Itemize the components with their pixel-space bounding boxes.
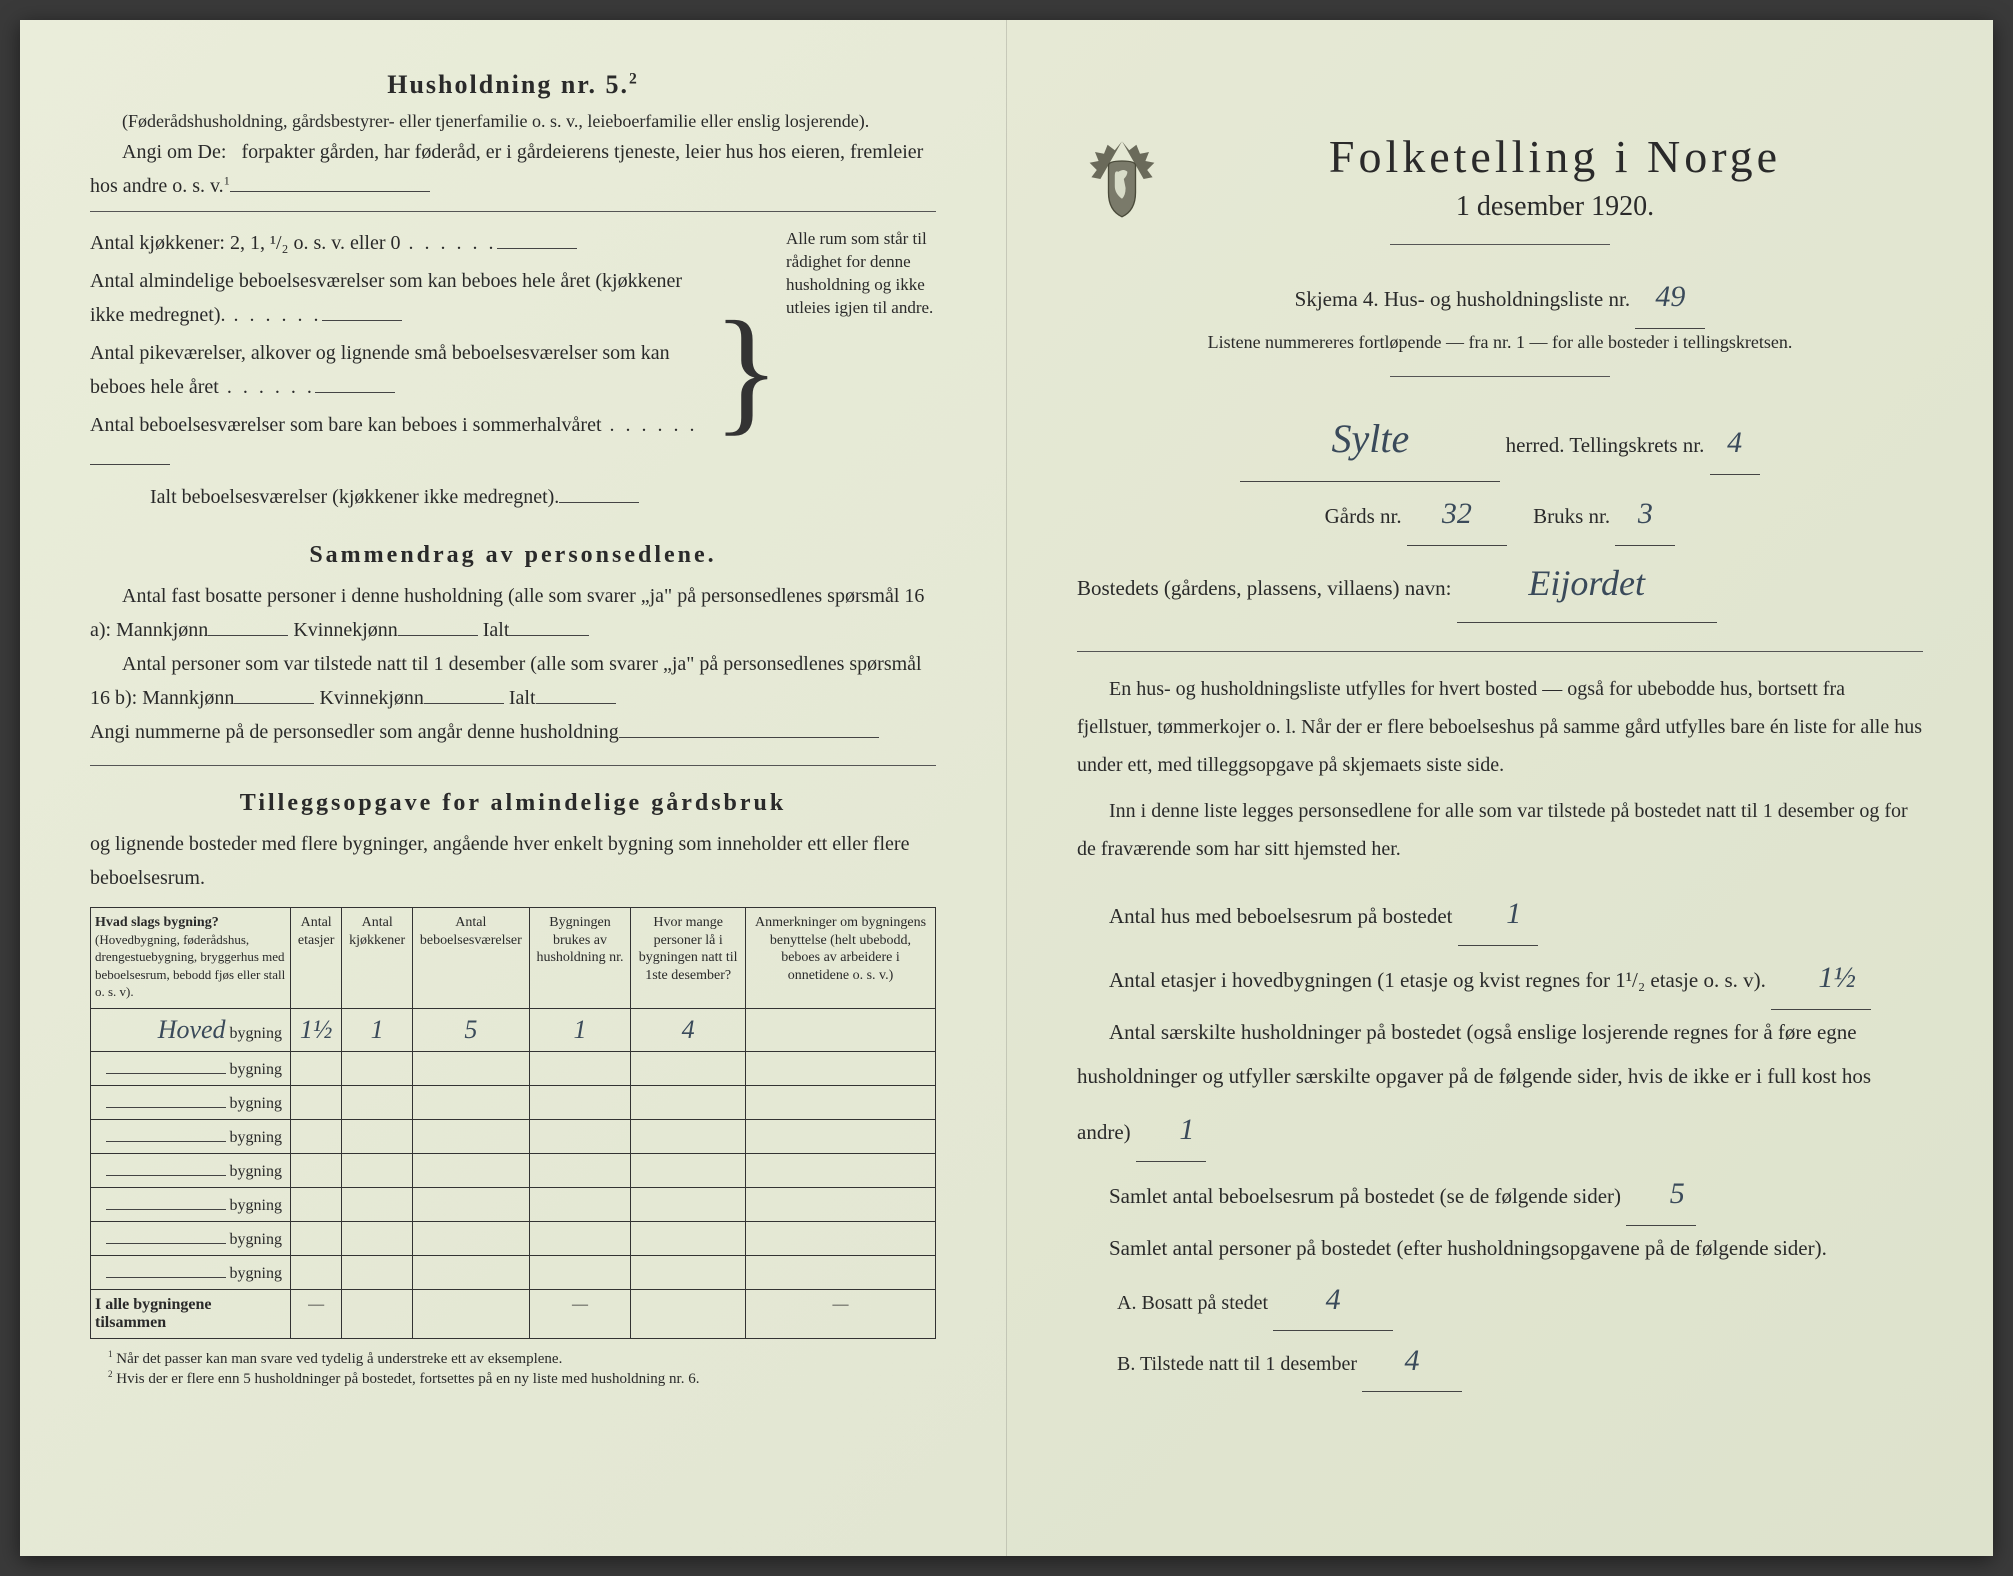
table-row: bygning <box>91 1153 936 1187</box>
para2: Angi om De: forpakter gården, har føderå… <box>90 135 936 203</box>
q3-value: 1 <box>1136 1098 1206 1162</box>
row1-name: Hoved <box>158 1015 226 1044</box>
q1-value: 1 <box>1458 882 1538 946</box>
tillegg-sub: og lignende bosteder med flere bygninger… <box>90 827 936 895</box>
room-line-1: Antal almindelige beboelsesværelser som … <box>90 264 707 332</box>
th-etasjer: Antal etasjer <box>291 908 342 1009</box>
cell: 1½ <box>291 1008 342 1051</box>
instruction-p2: Inn i denne liste legges personsedlene f… <box>1077 792 1923 868</box>
blank-field <box>398 616 478 636</box>
document-spread: Husholdning nr. 5.2 (Føderådshusholdning… <box>20 20 1993 1556</box>
table-row: bygning <box>91 1085 936 1119</box>
cell: 1 <box>529 1008 631 1051</box>
bruks-nr: 3 <box>1615 482 1675 546</box>
bosted-line: Bostedets (gårdens, plassens, villaens) … <box>1077 546 1923 623</box>
blank-field <box>424 684 504 704</box>
room-brace-group: Antal kjøkkener: 2, 1, ¹/₂ o. s. v. elle… <box>90 222 936 518</box>
sammendrag-heading: Sammendrag av personsedlene. <box>90 542 936 569</box>
brace-icon: } <box>707 311 786 430</box>
divider <box>90 765 936 766</box>
room-line-total: Ialt beboelsesværelser (kjøkkener ikke m… <box>90 480 707 514</box>
qa-value: 4 <box>1273 1270 1393 1331</box>
brace-caption: Alle rum som står til rådighet for denne… <box>786 222 936 518</box>
blank-field <box>559 483 639 503</box>
bosted-value: Eijordet <box>1457 546 1717 623</box>
summary-3: Angi nummerne på de personsedler som ang… <box>90 715 936 749</box>
blank-field <box>497 229 577 249</box>
room-lines: Antal kjøkkener: 2, 1, ¹/₂ o. s. v. elle… <box>90 222 707 518</box>
herred-line: Sylte herred. Tellingskrets nr. 4 <box>1077 397 1923 482</box>
summary-2: Antal personer som var tilstede natt til… <box>90 647 936 715</box>
footnotes: 1 Når det passer kan man svare ved tydel… <box>90 1349 936 1390</box>
room-line-2: Antal pikeværelser, alkover og lignende … <box>90 336 707 404</box>
table-head: Hvad slags bygning?(Hovedbygning, føderå… <box>91 908 936 1009</box>
heading-sup: 2 <box>629 70 639 87</box>
household-heading: Husholdning nr. 5.2 <box>90 70 936 100</box>
main-title: Folketelling i Norge <box>1077 130 1923 183</box>
blank-field <box>234 684 314 704</box>
divider <box>90 211 936 212</box>
herred-value: Sylte <box>1240 397 1500 482</box>
heading-text: Husholdning nr. 5. <box>387 70 629 99</box>
blank-field <box>509 616 589 636</box>
blank-field <box>230 172 430 192</box>
th-type: Hvad slags bygning?(Hovedbygning, føderå… <box>91 908 291 1009</box>
divider <box>1390 376 1610 377</box>
blank-field <box>619 718 879 738</box>
th-bebo: Antal beboelsesværelser <box>413 908 530 1009</box>
qb-value: 4 <box>1362 1331 1462 1392</box>
cell: 1 <box>342 1008 413 1051</box>
right-page: Folketelling i Norge 1 desember 1920. Sk… <box>1007 20 1993 1556</box>
para2-lead: Angi om De: <box>122 141 226 163</box>
table-row: bygning <box>91 1187 936 1221</box>
blank-field <box>90 445 170 465</box>
table-row: Hoved bygning 1½ 1 5 1 4 <box>91 1008 936 1051</box>
table-row-total: I alle bygningene tilsammen ——— <box>91 1289 936 1338</box>
sub-title: 1 desember 1920. <box>1077 191 1923 223</box>
instruction-p1: En hus- og husholdningsliste utfylles fo… <box>1077 670 1923 784</box>
para1: (Føderådshusholdning, gårdsbestyrer- ell… <box>90 108 936 135</box>
table-row: bygning <box>91 1255 936 1289</box>
q4: Samlet antal beboelsesrum på bostedet (s… <box>1077 1162 1923 1226</box>
table-row: bygning <box>91 1221 936 1255</box>
building-table: Hvad slags bygning?(Hovedbygning, føderå… <box>90 907 936 1339</box>
table-body: Hoved bygning 1½ 1 5 1 4 bygning bygning… <box>91 1008 936 1338</box>
th-hushold: Bygningen brukes av husholdning nr. <box>529 908 631 1009</box>
title-block: Folketelling i Norge 1 desember 1920. <box>1077 130 1923 223</box>
blank-field <box>208 616 288 636</box>
cell: 4 <box>631 1008 746 1051</box>
table-row: bygning <box>91 1051 936 1085</box>
blank-field <box>322 301 402 321</box>
q5: Samlet antal personer på bostedet (efter… <box>1077 1226 1923 1270</box>
listene-note: Listene nummereres fortløpende — fra nr.… <box>1077 329 1923 356</box>
q2-value: 1½ <box>1771 946 1871 1010</box>
th-kjokken: Antal kjøkkener <box>342 908 413 1009</box>
divider <box>1390 244 1610 245</box>
summary-1: Antal fast bosatte personer i denne hush… <box>90 579 936 647</box>
skjema-nr: 49 <box>1635 265 1705 329</box>
skjema-line: Skjema 4. Hus- og husholdningsliste nr. … <box>1077 265 1923 329</box>
qa: A. Bosatt på stedet 4 <box>1117 1270 1923 1331</box>
coat-of-arms-icon <box>1077 134 1167 224</box>
room-line-3: Antal beboelsesværelser som bare kan beb… <box>90 408 707 476</box>
q4-value: 5 <box>1626 1162 1696 1226</box>
left-page: Husholdning nr. 5.2 (Føderådshusholdning… <box>20 20 1007 1556</box>
qb: B. Tilstede natt til 1 desember 4 <box>1117 1331 1923 1392</box>
blank-field <box>536 684 616 704</box>
krets-nr: 4 <box>1710 411 1760 475</box>
tillegg-heading: Tilleggsopgave for almindelige gårdsbruk <box>90 790 936 817</box>
gaard-line: Gårds nr. 32 Bruks nr. 3 <box>1077 482 1923 546</box>
blank-field <box>315 373 395 393</box>
th-anm: Anmerkninger om bygningens benyttelse (h… <box>746 908 936 1009</box>
cell <box>746 1008 936 1051</box>
q3: Antal særskilte husholdninger på bostede… <box>1077 1010 1923 1162</box>
th-personer: Hvor mange personer lå i bygningen natt … <box>631 908 746 1009</box>
gaard-nr: 32 <box>1407 482 1507 546</box>
table-row: bygning <box>91 1119 936 1153</box>
q2: Antal etasjer i hovedbygningen (1 etasje… <box>1077 946 1923 1010</box>
kitchen-line: Antal kjøkkener: 2, 1, ¹/₂ o. s. v. elle… <box>90 226 707 260</box>
q1: Antal hus med beboelsesrum på bostedet 1 <box>1077 882 1923 946</box>
cell: 5 <box>413 1008 530 1051</box>
divider <box>1077 651 1923 652</box>
